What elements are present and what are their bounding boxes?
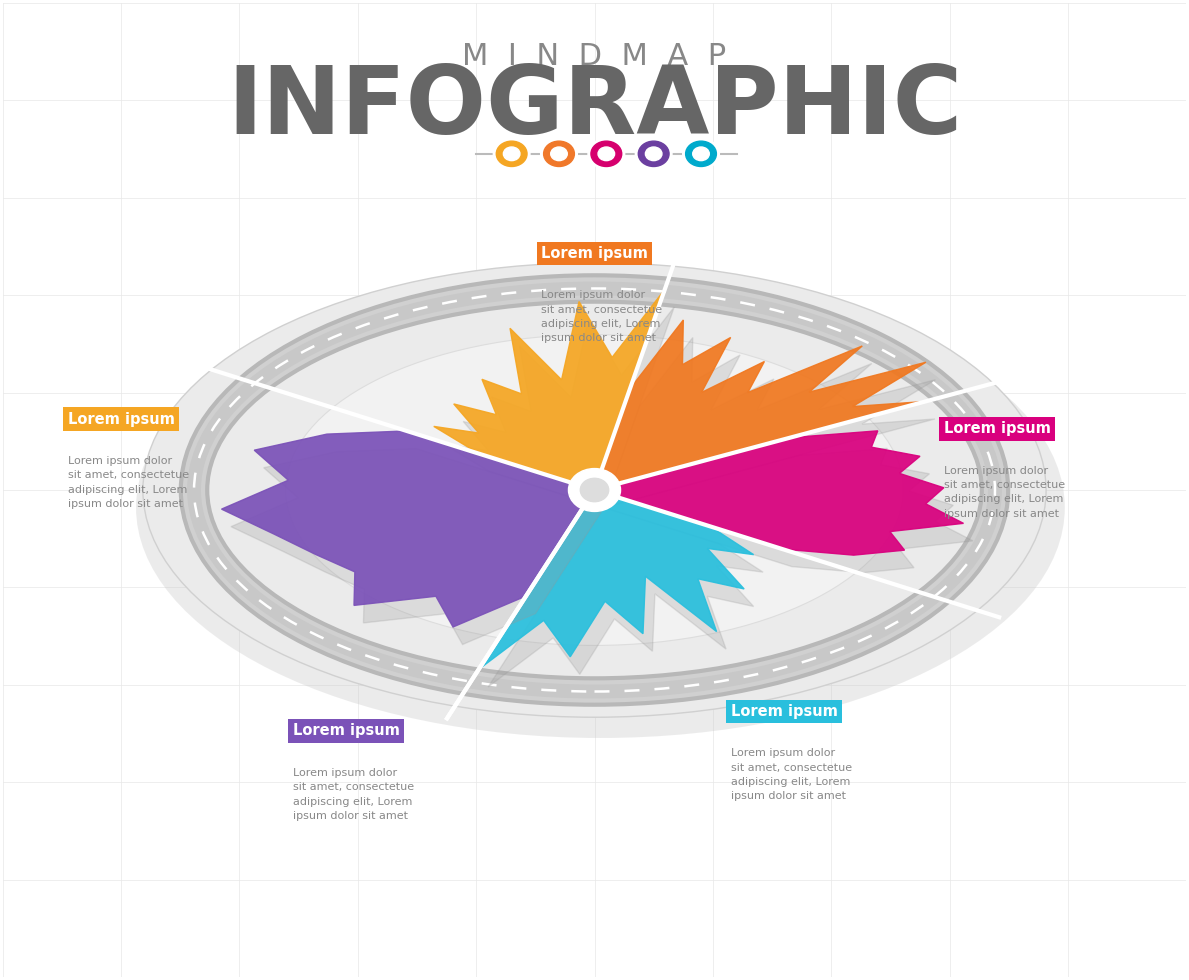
Polygon shape bbox=[604, 449, 973, 572]
Circle shape bbox=[635, 139, 672, 169]
Circle shape bbox=[591, 141, 622, 167]
Text: Lorem ipsum dolor
sit amet, consectetue
adipiscing elit, Lorem
ipsum dolor sit a: Lorem ipsum dolor sit amet, consectetue … bbox=[292, 767, 414, 821]
Ellipse shape bbox=[143, 263, 1046, 717]
Text: Lorem ipsum dolor
sit amet, consectetue
adipiscing elit, Lorem
ipsum dolor sit a: Lorem ipsum dolor sit amet, consectetue … bbox=[68, 456, 189, 509]
Polygon shape bbox=[604, 337, 936, 508]
Circle shape bbox=[646, 147, 662, 161]
Text: Lorem ipsum dolor
sit amet, consectetue
adipiscing elit, Lorem
ipsum dolor sit a: Lorem ipsum dolor sit amet, consectetue … bbox=[944, 466, 1064, 518]
Polygon shape bbox=[221, 431, 594, 627]
Text: INFOGRAPHIC: INFOGRAPHIC bbox=[227, 62, 962, 154]
Circle shape bbox=[496, 141, 527, 167]
Polygon shape bbox=[594, 431, 963, 555]
Text: Lorem ipsum: Lorem ipsum bbox=[68, 412, 175, 426]
Polygon shape bbox=[434, 289, 665, 490]
Circle shape bbox=[503, 147, 520, 161]
Circle shape bbox=[493, 139, 530, 169]
Ellipse shape bbox=[285, 334, 904, 646]
Circle shape bbox=[638, 141, 669, 167]
Circle shape bbox=[568, 468, 621, 512]
Text: Lorem ipsum dolor
sit amet, consectetue
adipiscing elit, Lorem
ipsum dolor sit a: Lorem ipsum dolor sit amet, consectetue … bbox=[541, 290, 662, 343]
Text: Lorem ipsum dolor
sit amet, consectetue
adipiscing elit, Lorem
ipsum dolor sit a: Lorem ipsum dolor sit amet, consectetue … bbox=[730, 748, 851, 802]
Circle shape bbox=[693, 147, 710, 161]
Polygon shape bbox=[443, 307, 674, 508]
Circle shape bbox=[543, 141, 574, 167]
Text: Lorem ipsum: Lorem ipsum bbox=[541, 246, 648, 261]
Circle shape bbox=[598, 147, 615, 161]
Circle shape bbox=[686, 141, 717, 167]
Text: M  I  N  D  M  A  P: M I N D M A P bbox=[463, 42, 726, 71]
Circle shape bbox=[589, 139, 624, 169]
Polygon shape bbox=[231, 449, 604, 645]
Circle shape bbox=[580, 478, 609, 502]
Circle shape bbox=[541, 139, 578, 169]
Ellipse shape bbox=[136, 277, 1065, 738]
Circle shape bbox=[682, 139, 719, 169]
Polygon shape bbox=[479, 490, 754, 669]
Text: Lorem ipsum: Lorem ipsum bbox=[730, 704, 837, 719]
Polygon shape bbox=[594, 320, 926, 490]
Text: Lorem ipsum: Lorem ipsum bbox=[292, 723, 400, 739]
Polygon shape bbox=[489, 508, 763, 687]
Text: Lorem ipsum: Lorem ipsum bbox=[944, 421, 1051, 436]
Circle shape bbox=[551, 147, 567, 161]
